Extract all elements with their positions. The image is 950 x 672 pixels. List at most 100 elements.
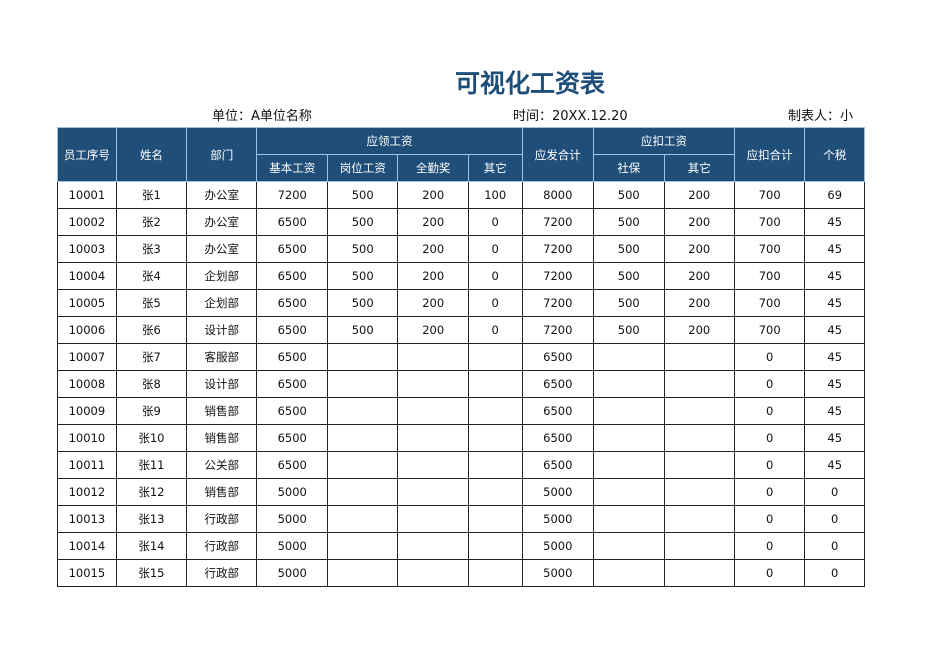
cell-other: 0 xyxy=(467,289,523,317)
cell-tax: 45 xyxy=(804,424,865,452)
cell-social xyxy=(593,370,665,398)
cell-other xyxy=(467,478,523,506)
cell-id: 10007 xyxy=(57,343,117,371)
header-social: 社保 xyxy=(593,154,665,182)
cell-attendance xyxy=(397,559,469,587)
cell-dept: 设计部 xyxy=(186,316,258,344)
cell-other2: 200 xyxy=(663,262,735,290)
cell-post xyxy=(326,559,399,587)
cell-post xyxy=(326,370,399,398)
cell-tax: 45 xyxy=(804,451,865,479)
cell-attendance: 200 xyxy=(397,262,469,290)
table-row: 10014 张14 行政部 5000 5000 0 0 xyxy=(57,532,865,560)
cell-other: 0 xyxy=(467,208,523,236)
cell-dept: 办公室 xyxy=(186,208,258,236)
cell-tax: 45 xyxy=(804,289,865,317)
cell-attendance xyxy=(397,532,469,560)
cell-base: 6500 xyxy=(256,316,328,344)
cell-base: 5000 xyxy=(256,532,328,560)
table-row: 10010 张10 销售部 6500 6500 0 45 xyxy=(57,424,865,452)
cell-gross: 6500 xyxy=(521,370,595,398)
cell-attendance xyxy=(397,424,469,452)
salary-table-container: 员工序号 姓名 部门 应领工资 应发合计 应扣工资 应扣合计 个税 基本工资 岗… xyxy=(57,127,865,589)
cell-attendance xyxy=(397,478,469,506)
cell-base: 5000 xyxy=(256,505,328,533)
table-row: 10011 张11 公关部 6500 6500 0 45 xyxy=(57,451,865,479)
cell-post: 500 xyxy=(326,181,399,209)
cell-deduct-total: 0 xyxy=(733,532,806,560)
cell-attendance xyxy=(397,397,469,425)
header-attendance: 全勤奖 xyxy=(397,154,469,182)
cell-deduct-total: 0 xyxy=(733,559,806,587)
cell-post xyxy=(326,451,399,479)
table-row: 10001 张1 办公室 7200 500 200 100 8000 500 200 700 69 xyxy=(57,181,865,209)
cell-social xyxy=(593,397,665,425)
cell-other2 xyxy=(663,559,735,587)
cell-id: 10015 xyxy=(57,559,117,587)
cell-name: 张13 xyxy=(115,505,188,533)
cell-social xyxy=(593,451,665,479)
cell-dept: 销售部 xyxy=(186,397,258,425)
cell-name: 张4 xyxy=(115,262,188,290)
cell-social: 500 xyxy=(593,181,665,209)
cell-gross: 7200 xyxy=(521,289,595,317)
cell-gross: 6500 xyxy=(521,343,595,371)
cell-id: 10013 xyxy=(57,505,117,533)
cell-other xyxy=(467,424,523,452)
table-row: 10012 张12 销售部 5000 5000 0 0 xyxy=(57,478,865,506)
cell-dept: 设计部 xyxy=(186,370,258,398)
cell-base: 6500 xyxy=(256,262,328,290)
cell-dept: 行政部 xyxy=(186,559,258,587)
maker-label: 制表人：小 xyxy=(788,109,854,124)
cell-id: 10014 xyxy=(57,532,117,560)
cell-other xyxy=(467,559,523,587)
cell-other2 xyxy=(663,505,735,533)
cell-tax: 45 xyxy=(804,235,865,263)
cell-other2: 200 xyxy=(663,181,735,209)
cell-id: 10010 xyxy=(57,424,117,452)
cell-deduct-total: 700 xyxy=(733,289,806,317)
cell-id: 10011 xyxy=(57,451,117,479)
cell-tax: 0 xyxy=(804,478,865,506)
cell-id: 10004 xyxy=(57,262,117,290)
cell-other: 0 xyxy=(467,235,523,263)
time-label: 时间：20XX.12.20 xyxy=(513,109,628,124)
header-other: 其它 xyxy=(467,154,523,182)
header-name: 姓名 xyxy=(115,127,188,182)
table-row: 10002 张2 办公室 6500 500 200 0 7200 500 200 700 45 xyxy=(57,208,865,236)
cell-id: 10008 xyxy=(57,370,117,398)
cell-name: 张2 xyxy=(115,208,188,236)
cell-social xyxy=(593,505,665,533)
cell-tax: 45 xyxy=(804,343,865,371)
cell-id: 10005 xyxy=(57,289,117,317)
cell-deduct-total: 0 xyxy=(733,397,806,425)
cell-deduct-total: 0 xyxy=(733,505,806,533)
cell-base: 7200 xyxy=(256,181,328,209)
cell-post: 500 xyxy=(326,316,399,344)
cell-other2 xyxy=(663,343,735,371)
cell-id: 10001 xyxy=(57,181,117,209)
cell-attendance: 200 xyxy=(397,316,469,344)
cell-base: 6500 xyxy=(256,235,328,263)
cell-gross: 5000 xyxy=(521,478,595,506)
cell-tax: 0 xyxy=(804,559,865,587)
cell-other2 xyxy=(663,478,735,506)
cell-post xyxy=(326,397,399,425)
cell-tax: 69 xyxy=(804,181,865,209)
cell-deduct-total: 0 xyxy=(733,478,806,506)
cell-attendance: 200 xyxy=(397,235,469,263)
cell-post: 500 xyxy=(326,262,399,290)
cell-gross: 8000 xyxy=(521,181,595,209)
header-post: 岗位工资 xyxy=(326,154,399,182)
cell-gross: 6500 xyxy=(521,451,595,479)
cell-tax: 45 xyxy=(804,316,865,344)
cell-id: 10006 xyxy=(57,316,117,344)
header-base: 基本工资 xyxy=(256,154,328,182)
cell-social xyxy=(593,478,665,506)
cell-dept: 公关部 xyxy=(186,451,258,479)
cell-dept: 销售部 xyxy=(186,478,258,506)
cell-attendance: 200 xyxy=(397,208,469,236)
cell-other xyxy=(467,505,523,533)
cell-name: 张12 xyxy=(115,478,188,506)
cell-tax: 0 xyxy=(804,505,865,533)
